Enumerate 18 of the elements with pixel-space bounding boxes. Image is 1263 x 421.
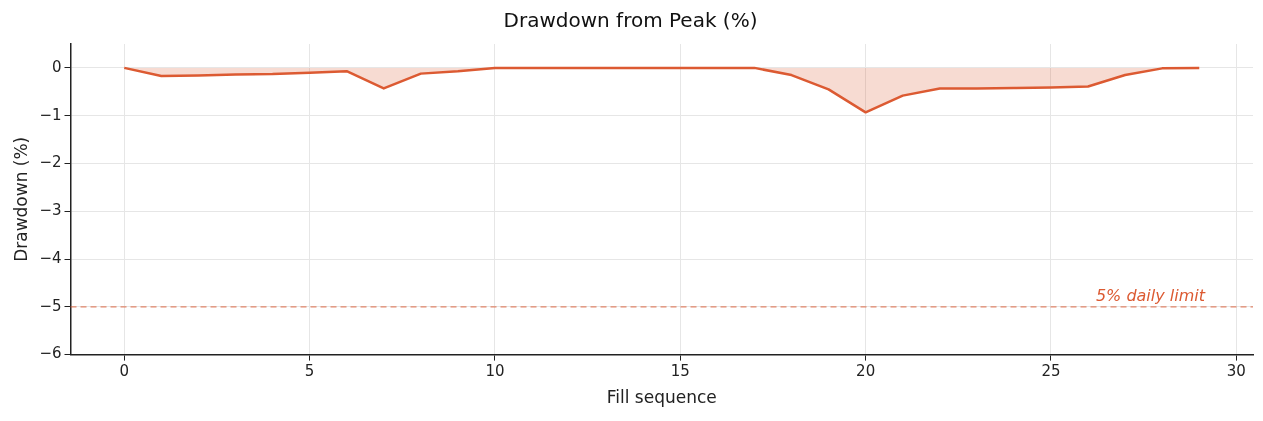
x-tick-label: 15 (670, 362, 690, 381)
x-tick-label: 20 (856, 362, 876, 381)
x-tick-label: 30 (1226, 362, 1246, 381)
y-tick-label: 0 (51, 57, 62, 76)
x-tick-label: 5 (304, 362, 315, 381)
y-tick-label: −2 (39, 153, 62, 172)
x-axis-title: Fill sequence (606, 387, 717, 408)
chart-title: Drawdown from Peak (%) (503, 8, 758, 33)
y-tick-label: −3 (39, 201, 62, 220)
y-axis-title: Drawdown (%) (10, 136, 31, 262)
x-tick-label: 10 (485, 362, 505, 381)
ref-line-label: 5% daily limit (1095, 285, 1206, 305)
x-tick-label: 25 (1041, 362, 1061, 381)
x-tick-label: 0 (119, 362, 130, 381)
y-tick-label: −5 (39, 296, 62, 315)
y-tick-label: −4 (39, 248, 62, 267)
y-tick-label: −1 (39, 105, 62, 124)
y-tick-label: −6 (39, 344, 62, 363)
